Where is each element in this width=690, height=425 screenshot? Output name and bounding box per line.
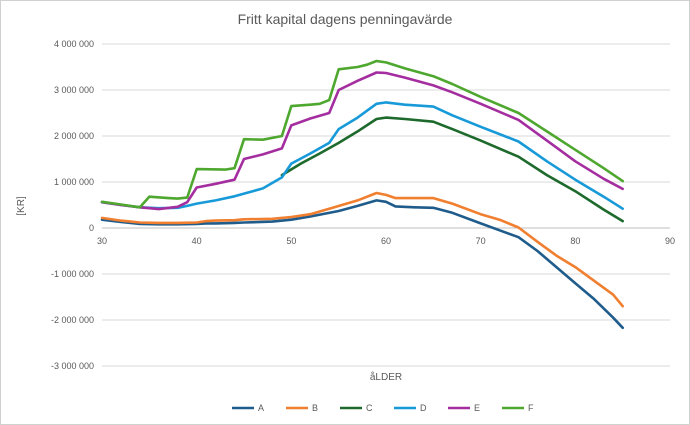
y-tick-label: 1 000 000 — [54, 177, 94, 187]
y-tick-label: 2 000 000 — [54, 131, 94, 141]
series-line-e — [100, 71, 625, 211]
legend-label: E — [474, 403, 480, 413]
series-line-f — [100, 59, 625, 209]
legend-item-e: E — [448, 403, 480, 413]
legend-item-b: B — [286, 403, 318, 413]
y-tick-label: -3 000 000 — [51, 361, 94, 371]
legend-item-f: F — [502, 403, 534, 413]
x-axis-ticks: 30 40 50 60 70 80 90 — [97, 236, 675, 246]
legend-item-d: D — [394, 403, 427, 413]
y-axis-ticks: 4 000 000 3 000 000 2 000 000 1 000 000 0 -1 … — [51, 39, 94, 371]
series-line-b — [100, 191, 625, 308]
x-tick-label: 40 — [192, 236, 202, 246]
legend-label: D — [420, 403, 427, 413]
y-tick-label: 3 000 000 — [54, 85, 94, 95]
y-tick-label: 4 000 000 — [54, 39, 94, 49]
gridlines — [102, 43, 670, 367]
chart-title: Fritt kapital dagens penningavärde — [238, 11, 453, 27]
legend-label: C — [366, 403, 373, 413]
series-line-a — [100, 199, 625, 330]
legend-label: B — [312, 403, 318, 413]
series-lines — [100, 59, 625, 330]
x-tick-label: 70 — [476, 236, 486, 246]
y-tick-label: -2 000 000 — [51, 315, 94, 325]
x-tick-label: 60 — [381, 236, 391, 246]
series-line-d — [100, 101, 625, 210]
legend-item-a: A — [232, 403, 264, 413]
y-axis-label: [KR] — [16, 196, 27, 216]
legend: A B C D E F — [232, 403, 534, 413]
legend-label: F — [528, 403, 534, 413]
x-tick-label: 80 — [570, 236, 580, 246]
legend-item-c: C — [340, 403, 373, 413]
x-tick-label: 30 — [97, 236, 107, 246]
legend-label: A — [258, 403, 264, 413]
series-line-c — [280, 116, 625, 223]
y-tick-label: -1 000 000 — [51, 269, 94, 279]
y-tick-label: 0 — [89, 223, 94, 233]
x-tick-label: 50 — [286, 236, 296, 246]
x-axis-label: åLDER — [370, 371, 402, 383]
x-tick-label: 90 — [665, 236, 675, 246]
